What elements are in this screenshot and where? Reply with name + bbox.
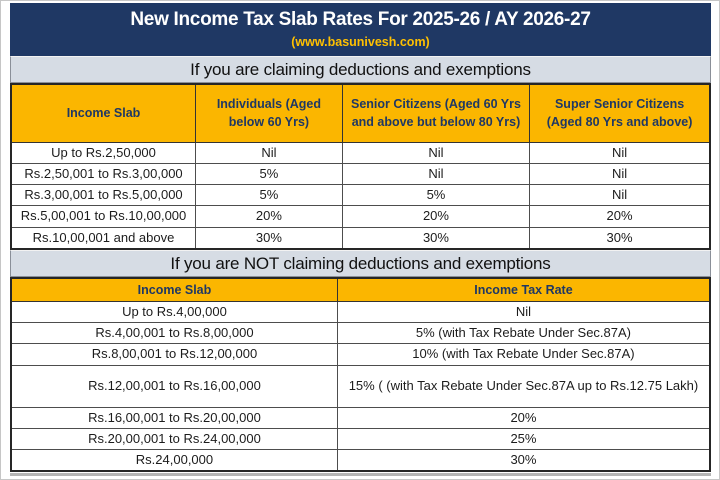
column-header-income-slab: Income Slab bbox=[10, 83, 197, 143]
tax-rate-cell: 5% bbox=[195, 162, 343, 186]
income-slab-cell: Rs.16,00,001 to Rs.20,00,000 bbox=[10, 406, 338, 429]
income-slab-cell: Up to Rs.4,00,000 bbox=[10, 300, 338, 324]
tax-table-new-regime: Income Slab Income Tax Rate Up to Rs.4,0… bbox=[10, 276, 711, 473]
income-slab-cell: Up to Rs.2,50,000 bbox=[10, 141, 197, 164]
website-credit: (www.basunivesh.com) bbox=[291, 34, 430, 49]
income-slab-cell: Rs.3,00,001 to Rs.5,00,000 bbox=[10, 183, 197, 207]
tax-rate-cell: Nil bbox=[529, 141, 711, 164]
tax-rate-cell: 25% bbox=[336, 427, 711, 451]
table-row: Rs.12,00,001 to Rs.16,00,000 15% ( (with … bbox=[10, 364, 711, 408]
tax-table-old-regime: Income Slab Individuals (Aged below 60 Y… bbox=[10, 83, 711, 250]
tax-rate-cell: 10% (with Tax Rebate Under Sec.87A) bbox=[336, 343, 711, 366]
table-row: Rs.2,50,001 to Rs.3,00,000 5% Nil Nil bbox=[10, 162, 711, 186]
tax-rate-cell: Nil bbox=[341, 141, 531, 164]
table-row: Rs.4,00,001 to Rs.8,00,000 5% (with Tax R… bbox=[10, 322, 711, 345]
column-header-income-slab: Income Slab bbox=[10, 277, 338, 302]
income-slab-cell: Rs.12,00,001 to Rs.16,00,000 bbox=[10, 364, 338, 408]
tax-rate-cell: 20% bbox=[336, 406, 711, 429]
table-row: Rs.16,00,001 to Rs.20,00,000 20% bbox=[10, 406, 711, 429]
income-slab-cell: Rs.20,00,001 to Rs.24,00,000 bbox=[10, 427, 338, 451]
column-header-income-tax-rate: Income Tax Rate bbox=[336, 277, 711, 302]
table-row: Rs.3,00,001 to Rs.5,00,000 5% 5% Nil bbox=[10, 183, 711, 207]
section-heading-deductions: If you are claiming deductions and exemp… bbox=[10, 56, 711, 83]
income-slab-cell: Rs.4,00,001 to Rs.8,00,000 bbox=[10, 322, 338, 345]
table-row: Rs.10,00,001 and above 30% 30% 30% bbox=[10, 226, 711, 250]
income-slab-cell: Rs.10,00,001 and above bbox=[10, 226, 197, 250]
tax-rate-cell: 15% ( (with Tax Rebate Under Sec.87A up … bbox=[336, 364, 711, 408]
tax-rate-cell: 20% bbox=[195, 205, 343, 228]
column-header-senior-citizens: Senior Citizens (Aged 60 Yrs and above b… bbox=[341, 83, 531, 143]
tax-rate-cell: Nil bbox=[336, 300, 711, 324]
table-row: Rs.5,00,001 to Rs.10,00,000 20% 20% 20% bbox=[10, 205, 711, 228]
tax-rate-cell: 30% bbox=[529, 226, 711, 250]
image-bottom-edge bbox=[10, 473, 711, 477]
table-row: Up to Rs.2,50,000 Nil Nil Nil bbox=[10, 141, 711, 164]
income-slab-cell: Rs.5,00,001 to Rs.10,00,000 bbox=[10, 205, 197, 228]
title-banner: New Income Tax Slab Rates For 2025-26 / … bbox=[10, 3, 711, 56]
tax-rate-cell: 5% bbox=[195, 183, 343, 207]
income-slab-cell: Rs.8,00,001 to Rs.12,00,000 bbox=[10, 343, 338, 366]
income-slab-cell: Rs.24,00,000 bbox=[10, 449, 338, 472]
column-header-individuals: Individuals (Aged below 60 Yrs) bbox=[195, 83, 343, 143]
table-row: Rs.24,00,000 30% bbox=[10, 449, 711, 472]
section-heading-no-deductions: If you are NOT claiming deductions and e… bbox=[10, 249, 711, 277]
income-slab-cell: Rs.2,50,001 to Rs.3,00,000 bbox=[10, 162, 197, 186]
table-header-row: Income Slab Individuals (Aged below 60 Y… bbox=[10, 83, 711, 143]
table-row: Rs.20,00,001 to Rs.24,00,000 25% bbox=[10, 427, 711, 451]
page-title: New Income Tax Slab Rates For 2025-26 / … bbox=[130, 9, 591, 30]
tax-rate-cell: 20% bbox=[341, 205, 531, 228]
tax-rate-cell: 30% bbox=[341, 226, 531, 250]
tax-rate-cell: Nil bbox=[341, 162, 531, 186]
tax-rate-cell: 20% bbox=[529, 205, 711, 228]
tax-rate-cell: 5% (with Tax Rebate Under Sec.87A) bbox=[336, 322, 711, 345]
column-header-super-senior-citizens: Super Senior Citizens (Aged 80 Yrs and a… bbox=[529, 83, 711, 143]
tax-rate-cell: Nil bbox=[529, 183, 711, 207]
tax-rate-cell: 5% bbox=[341, 183, 531, 207]
tax-rate-cell: 30% bbox=[336, 449, 711, 472]
table-row: Up to Rs.4,00,000 Nil bbox=[10, 300, 711, 324]
tax-rate-cell: Nil bbox=[195, 141, 343, 164]
tax-rate-cell: 30% bbox=[195, 226, 343, 250]
table-row: Rs.8,00,001 to Rs.12,00,000 10% (with Tax… bbox=[10, 343, 711, 366]
table-header-row: Income Slab Income Tax Rate bbox=[10, 277, 711, 302]
tax-rate-cell: Nil bbox=[529, 162, 711, 186]
